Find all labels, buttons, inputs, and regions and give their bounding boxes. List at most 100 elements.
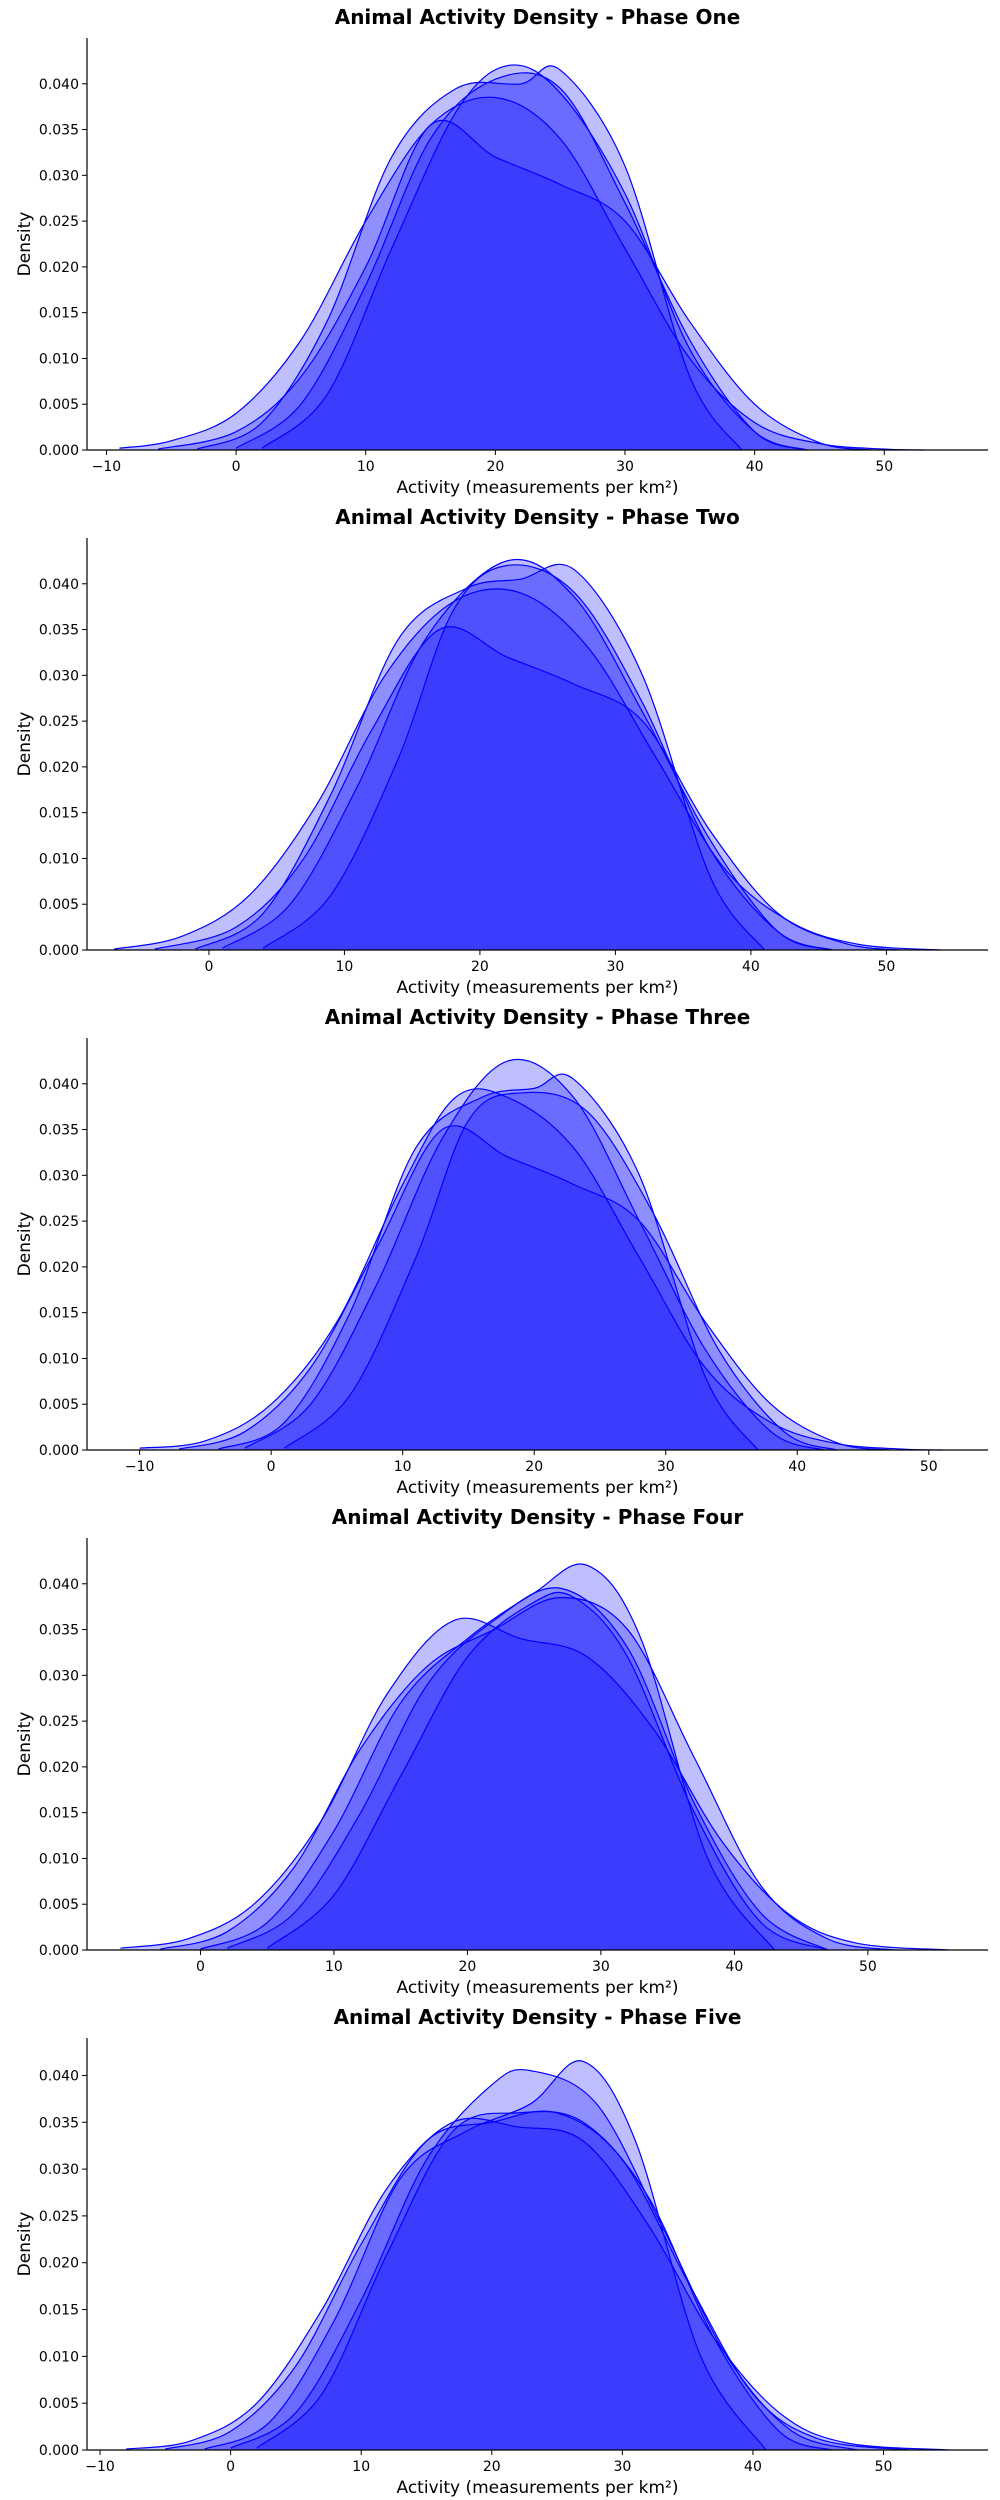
- density-area-4: [227, 1587, 828, 1950]
- density-chart-3: Animal Activity Density - Phase Three 0.0…: [15, 1005, 988, 1498]
- density-chart-5: Animal Activity Density - Phase Five 0.00…: [15, 2005, 988, 2498]
- y-tick-label: 0.030: [39, 1168, 79, 1184]
- density-area-5: [262, 64, 807, 451]
- y-tick-label: 0.015: [39, 1806, 79, 1822]
- density-area-3: [197, 65, 742, 450]
- y-tick-label: 0.030: [39, 1668, 79, 1684]
- density-area-3: [195, 564, 765, 950]
- y-tick-label: 0.025: [39, 714, 79, 730]
- x-tick-label: 50: [875, 459, 893, 475]
- x-tick-label: 50: [920, 1459, 938, 1475]
- density-area-3: [204, 2060, 767, 2450]
- density-line-1: [126, 2117, 949, 2451]
- density-line-4: [230, 2068, 858, 2451]
- x-tick-label: 40: [742, 959, 760, 975]
- density-line-1: [120, 1617, 949, 1951]
- density-line-4: [244, 1058, 824, 1451]
- y-tick-label: 0.035: [39, 2115, 79, 2131]
- x-tick-label: 0: [226, 2459, 235, 2475]
- x-tick-label: 10: [336, 959, 354, 975]
- density-area-4: [222, 559, 833, 950]
- density-area-2: [160, 1597, 895, 1950]
- x-axis-label: Activity (measurements per km²): [397, 978, 679, 998]
- x-tick-label: 0: [267, 1459, 276, 1475]
- density-area-1: [139, 1088, 942, 1450]
- y-tick-label: 0.000: [39, 2443, 79, 2459]
- y-tick-label: 0.010: [39, 1851, 79, 1867]
- density-line-1: [139, 1088, 942, 1451]
- x-tick-label: 40: [788, 1459, 806, 1475]
- chart-title: Animal Activity Density - Phase Three: [325, 1005, 751, 1029]
- y-tick-label: 0.030: [39, 668, 79, 684]
- density-line-3: [218, 1073, 759, 1451]
- density-line-3: [196, 65, 743, 451]
- x-tick-label: 0: [204, 959, 213, 975]
- density-line-5: [256, 2110, 832, 2451]
- x-tick-label: −10: [125, 1459, 155, 1475]
- y-tick-label: 0.020: [39, 1760, 79, 1776]
- y-tick-label: 0.040: [39, 1077, 79, 1093]
- y-tick-label: 0.000: [39, 1943, 79, 1959]
- y-tick-label: 0.025: [39, 1214, 79, 1230]
- y-tick-label: 0.020: [39, 1260, 79, 1276]
- x-tick-label: 10: [352, 2459, 370, 2475]
- series-group: [126, 2060, 949, 2451]
- density-area-2: [179, 1125, 890, 1450]
- density-area-2: [154, 626, 900, 950]
- x-tick-label: 30: [592, 1959, 610, 1975]
- x-tick-label: 30: [657, 1459, 675, 1475]
- x-tick-label: 0: [232, 459, 241, 475]
- density-area-1: [119, 97, 924, 450]
- x-tick-label: 50: [859, 1959, 877, 1975]
- series-group: [139, 1058, 942, 1451]
- x-tick-label: 40: [725, 1959, 743, 1975]
- series-group: [113, 558, 941, 951]
- density-chart-2: Animal Activity Density - Phase Two 0.000…: [15, 505, 988, 998]
- density-area-4: [230, 2069, 858, 2450]
- x-tick-label: 0: [196, 1959, 205, 1975]
- y-tick-label: 0.010: [39, 851, 79, 867]
- x-tick-label: 10: [357, 459, 375, 475]
- x-tick-label: 10: [394, 1459, 412, 1475]
- y-axis-label: Density: [15, 2212, 35, 2277]
- x-tick-label: 50: [875, 2459, 893, 2475]
- y-tick-label: 0.015: [39, 2303, 79, 2319]
- density-line-3: [195, 563, 765, 951]
- density-line-2: [154, 626, 901, 951]
- x-tick-label: −10: [92, 459, 122, 475]
- y-axis-label: Density: [15, 1712, 35, 1777]
- y-tick-label: 0.015: [39, 1306, 79, 1322]
- y-tick-label: 0.040: [39, 1577, 79, 1593]
- y-tick-label: 0.020: [39, 2256, 79, 2272]
- x-axis-label: Activity (measurements per km²): [397, 1478, 679, 1498]
- density-area-3: [218, 1074, 758, 1450]
- y-tick-label: 0.025: [39, 1714, 79, 1730]
- x-tick-label: 30: [616, 459, 634, 475]
- density-area-5: [256, 2111, 832, 2450]
- chart-title: Animal Activity Density - Phase One: [335, 5, 741, 29]
- x-tick-label: 20: [471, 959, 489, 975]
- y-tick-label: 0.005: [39, 1897, 79, 1913]
- density-line-5: [261, 64, 807, 451]
- y-tick-label: 0.000: [39, 943, 79, 959]
- y-tick-label: 0.025: [39, 2209, 79, 2225]
- density-line-2: [160, 1596, 895, 1951]
- x-tick-label: 20: [459, 1959, 477, 1975]
- x-tick-label: 40: [744, 2459, 762, 2475]
- x-tick-label: 20: [486, 459, 504, 475]
- density-area-1: [114, 588, 941, 950]
- density-line-2: [158, 119, 872, 451]
- density-area-5: [284, 1092, 837, 1450]
- y-tick-label: 0.035: [39, 123, 79, 139]
- y-tick-label: 0.035: [39, 623, 79, 639]
- y-tick-label: 0.010: [39, 1351, 79, 1367]
- density-area-5: [267, 1592, 828, 1950]
- x-tick-label: 30: [606, 959, 624, 975]
- x-axis-label: Activity (measurements per km²): [397, 1978, 679, 1998]
- y-tick-label: 0.005: [39, 2396, 79, 2412]
- density-line-1: [119, 96, 924, 451]
- y-tick-label: 0.025: [39, 214, 79, 230]
- y-axis-label: Density: [15, 1212, 35, 1277]
- y-tick-label: 0.005: [39, 897, 79, 913]
